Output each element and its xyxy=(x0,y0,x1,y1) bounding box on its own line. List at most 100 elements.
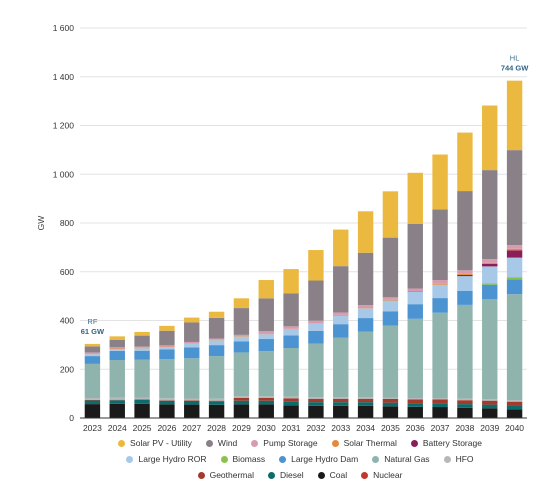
bar-segment-large-hydro-dam xyxy=(283,335,299,349)
bar-segment-large-hydro-dam xyxy=(84,356,101,364)
bar-segment-wind xyxy=(283,293,299,327)
bar-segment-natural-gas xyxy=(283,348,299,397)
bar-segment-large-hydro-ror xyxy=(134,348,150,351)
bar-segment-geothermal xyxy=(407,399,423,404)
bar-segment-large-hydro-dam xyxy=(184,347,200,359)
bar-segment-solar-pv-utility xyxy=(382,191,399,238)
bar-segment-coal xyxy=(84,404,101,418)
x-axis-ticks: 2023 2024 2025 2026 2027 2028 2029 2030 2031 2032… xyxy=(83,423,524,433)
bar-segment-pump-storage xyxy=(258,331,274,334)
bar-segment-geothermal xyxy=(457,400,473,405)
bar-segment-pump-storage xyxy=(109,347,125,349)
bar-segment-natural-gas xyxy=(333,337,349,398)
bar-segment-coal xyxy=(308,405,324,418)
bar-segment-coal xyxy=(407,406,423,418)
bar-segment-solar-thermal xyxy=(482,262,498,264)
bar-segment-coal xyxy=(432,407,448,418)
gridlines xyxy=(80,27,527,370)
bar-segment-battery-storage xyxy=(506,250,523,258)
y-tick-label: 400 xyxy=(60,316,74,326)
bar-segment-wind xyxy=(258,298,274,332)
legend-item: Natural Gas xyxy=(372,454,430,464)
bar-segment-large-hydro-ror xyxy=(482,266,498,284)
bar-segment-geothermal xyxy=(283,398,299,402)
bar-segment-pump-storage xyxy=(283,326,299,329)
bar-segment-natural-gas xyxy=(233,352,250,397)
bar-segment-diesel xyxy=(208,401,225,405)
bar-segment-pump-storage xyxy=(184,341,200,344)
bar-segment-wind xyxy=(159,330,175,346)
bar-segment-pump-storage xyxy=(159,345,175,347)
bar-segment-hfo xyxy=(308,397,324,399)
bar-segment-large-hydro-ror xyxy=(208,340,225,346)
annotation-label: RF xyxy=(87,317,97,326)
bar-segment-geothermal xyxy=(357,398,374,403)
bar-segment-diesel xyxy=(432,403,448,408)
y-tick-label: 800 xyxy=(60,218,74,228)
legend-label: Biomass xyxy=(232,454,266,464)
bar-segment-large-hydro-ror xyxy=(432,284,448,299)
bar-segment-large-hydro-dam xyxy=(109,350,125,360)
bar-segment-hfo xyxy=(84,398,101,400)
bar-segment-hfo xyxy=(382,397,399,399)
legend-item: Large Hydro ROR xyxy=(126,454,207,464)
bar-segment-natural-gas xyxy=(357,331,374,398)
bar-segment-wind xyxy=(184,322,200,342)
bar-segment-large-hydro-dam xyxy=(407,304,423,319)
x-tick-label: 2023 xyxy=(83,423,102,433)
x-tick-label: 2031 xyxy=(282,423,301,433)
bar-segment-solar-pv-utility xyxy=(482,105,498,171)
bar-segment-hfo xyxy=(134,397,150,400)
bar-segment-solar-pv-utility xyxy=(208,311,225,318)
bar-segment-hfo xyxy=(159,398,175,401)
bar-segment-diesel xyxy=(333,402,349,406)
bar-segment-coal xyxy=(134,403,150,418)
legend-item: Diesel xyxy=(268,470,304,480)
bar-segment-hfo xyxy=(208,398,225,401)
annotation-value: 744 GW xyxy=(501,64,529,73)
bar-segment-coal xyxy=(482,408,498,418)
bar-segment-geothermal xyxy=(258,397,274,401)
bar-segment-coal xyxy=(258,404,274,418)
bar-segment-hfo xyxy=(357,397,374,399)
bar-segment-diesel xyxy=(357,402,374,406)
bar-segment-coal xyxy=(283,405,299,418)
bar-segment-coal xyxy=(333,405,349,418)
bar-segment-solar-pv-utility xyxy=(134,331,150,336)
legend-label: Nuclear xyxy=(373,470,403,480)
bar-segment-large-hydro-ror xyxy=(258,334,274,340)
bar-segment-natural-gas xyxy=(184,358,200,399)
legend-swatch xyxy=(251,439,259,447)
bar-segment-solar-thermal xyxy=(432,283,448,285)
legend-label: Geothermal xyxy=(209,470,254,480)
bar-segment-coal xyxy=(506,409,523,418)
bar-segment-hfo xyxy=(283,396,299,399)
legend-swatch xyxy=(443,455,451,463)
bar-segment-wind xyxy=(382,237,399,298)
bar-segment-geothermal xyxy=(308,398,324,403)
bar-segment-diesel xyxy=(233,400,250,405)
bar-segment-large-hydro-dam xyxy=(506,279,523,295)
bar-segment-wind xyxy=(84,346,101,353)
legend-swatch xyxy=(268,471,275,479)
bar-segment-hfo xyxy=(482,399,498,401)
bar-segment-wind xyxy=(407,223,423,289)
bar-segment-solar-pv-utility xyxy=(407,172,423,224)
annotation-label: HL xyxy=(510,54,520,63)
bar-segment-hfo xyxy=(506,400,523,402)
legend-label: Large Hydro Dam xyxy=(291,454,359,464)
bar-segment-geothermal xyxy=(506,401,523,406)
bar-segment-coal xyxy=(109,403,125,418)
legend-swatch xyxy=(220,455,228,463)
bar-segment-large-hydro-dam xyxy=(308,330,324,344)
bar-segment-large-hydro-dam xyxy=(208,345,225,357)
bar-segment-solar-pv-utility xyxy=(506,80,523,151)
bar-segment-large-hydro-ror xyxy=(382,300,399,312)
legend-label: Wind xyxy=(217,438,238,448)
bar-segment-biomass xyxy=(506,277,523,280)
bar-segment-pump-storage xyxy=(357,305,374,308)
bar-segment-solar-pv-utility xyxy=(283,269,299,294)
legend-label: Natural Gas xyxy=(384,454,430,464)
bar-segment-pump-storage xyxy=(233,334,250,337)
